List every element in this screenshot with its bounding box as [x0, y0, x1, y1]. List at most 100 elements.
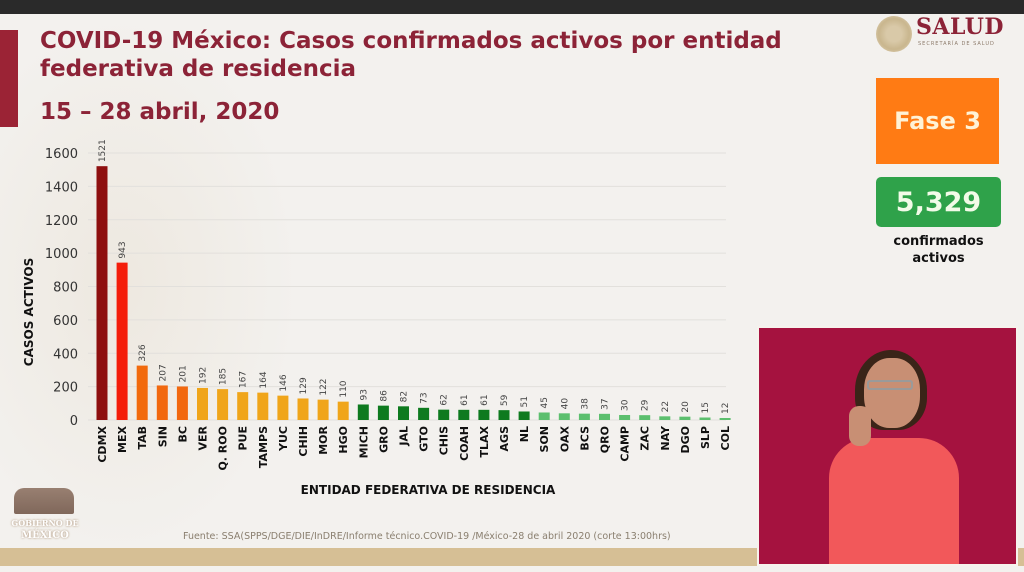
bar	[217, 389, 229, 420]
gobierno-mexico-logo: GOBIERNO DE MÉXICO	[10, 488, 80, 546]
x-tick-label: HGO	[337, 426, 350, 454]
y-axis-ticks: 0 200 400 600 800 1000 1200 1400 1600	[45, 147, 78, 429]
top-bar	[0, 0, 1024, 14]
value-label: 192	[199, 367, 209, 384]
x-tick-label: CDMX	[96, 425, 109, 462]
bar	[498, 410, 510, 420]
bar	[317, 399, 329, 420]
value-label: 110	[339, 380, 349, 397]
bar	[619, 414, 631, 420]
value-label: 40	[560, 398, 570, 410]
bar	[418, 407, 430, 420]
interpreter-hand	[849, 406, 871, 446]
bar	[156, 385, 168, 420]
value-label: 1521	[98, 139, 108, 162]
x-tick-label: SLP	[699, 426, 712, 449]
value-label: 167	[239, 371, 249, 388]
x-tick-label: NL	[518, 426, 531, 442]
y-tick-label: 600	[53, 314, 78, 329]
x-tick-label: MEX	[116, 425, 129, 452]
bar	[438, 409, 450, 420]
value-label: 73	[420, 392, 430, 403]
x-tick-label: OAX	[558, 425, 571, 452]
y-tick-label: 400	[53, 347, 78, 362]
bar	[116, 262, 128, 420]
bars	[96, 166, 731, 420]
value-label: 207	[158, 364, 168, 381]
value-label: 61	[460, 394, 470, 405]
x-tick-label: BCS	[578, 426, 591, 451]
heroes-figures-icon	[14, 488, 74, 514]
x-tick-label: NAY	[659, 425, 672, 451]
footer-bottom	[0, 566, 1024, 572]
active-count-label: confirmados activos	[893, 234, 984, 266]
value-label: 29	[641, 399, 651, 411]
value-label: 82	[400, 391, 410, 402]
value-label: 12	[721, 403, 731, 414]
x-tick-label: DGO	[679, 426, 692, 454]
x-tick-label: TAMPS	[257, 426, 270, 468]
value-label: 122	[319, 378, 329, 395]
value-label: 201	[178, 365, 188, 382]
bar	[538, 412, 550, 420]
bar	[357, 404, 369, 420]
y-tick-label: 1200	[45, 214, 78, 229]
bar	[237, 392, 249, 420]
value-label: 20	[681, 401, 691, 413]
value-label: 146	[279, 374, 289, 391]
bar	[518, 411, 530, 420]
bar	[176, 386, 188, 420]
national-seal-icon	[876, 16, 912, 52]
y-axis-label: CASOS ACTIVOS	[22, 258, 36, 366]
x-tick-label: CHIH	[297, 426, 310, 457]
salud-logo: SALUD SECRETARÍA DE SALUD	[872, 14, 1012, 54]
bar	[719, 417, 731, 420]
x-tick-label: GRO	[377, 426, 390, 453]
value-label: 38	[580, 398, 590, 410]
bar	[96, 166, 108, 420]
source-note: Fuente: SSA(SPPS/DGE/DIE/InDRE/Informe t…	[183, 531, 671, 542]
bar	[197, 387, 208, 420]
value-label: 86	[379, 390, 389, 402]
x-tick-label: Q. ROO	[217, 426, 230, 471]
x-tick-label: QRO	[599, 426, 612, 453]
value-label: 129	[299, 377, 309, 394]
bar	[297, 398, 309, 420]
value-label: 185	[219, 368, 229, 385]
interpreter-glasses	[867, 380, 913, 390]
title-accent-bar	[0, 30, 18, 127]
bar	[639, 415, 651, 420]
bar	[458, 409, 470, 420]
x-tick-label: CHIS	[438, 426, 451, 455]
x-tick-label: PUE	[237, 426, 250, 451]
x-tick-label: TLAX	[478, 425, 491, 457]
bar	[699, 417, 711, 420]
bar	[679, 416, 691, 420]
x-tick-label: YUC	[277, 426, 290, 452]
x-tick-label: MOR	[317, 425, 330, 454]
gob-logo-line1: GOBIERNO DE	[11, 518, 79, 528]
y-tick-label: 1000	[45, 247, 78, 262]
bar	[136, 365, 148, 420]
y-tick-label: 200	[53, 381, 78, 396]
x-tick-label: COL	[719, 426, 732, 450]
bar	[277, 395, 289, 420]
x-axis-ticks: CDMX MEX TAB SIN BC VER Q. ROO PUE TAMPS YUC CHIH M…	[96, 425, 732, 471]
value-label: 62	[440, 394, 450, 405]
y-tick-label: 1400	[45, 180, 78, 195]
sign-language-video	[757, 326, 1018, 566]
y-tick-label: 0	[70, 414, 78, 429]
gridlines	[88, 152, 726, 421]
value-labels: 1521 943 326 207 201 192 185 167 164 146 129 122 110…	[98, 139, 731, 414]
bar	[398, 406, 409, 420]
value-label: 37	[601, 398, 611, 409]
interpreter-head	[864, 358, 920, 428]
y-tick-label: 800	[53, 281, 78, 296]
bar-chart: 0 200 400 600 800 1000 1200 1400 1600 CASOS ACTI…	[22, 139, 732, 497]
value-label: 30	[621, 399, 631, 411]
x-tick-label: CAMP	[619, 426, 632, 462]
bar	[377, 405, 389, 420]
active-count-badge: 5,329	[876, 177, 1001, 227]
gob-logo-line2: MÉXICO	[21, 530, 69, 541]
value-label: 51	[520, 396, 530, 407]
